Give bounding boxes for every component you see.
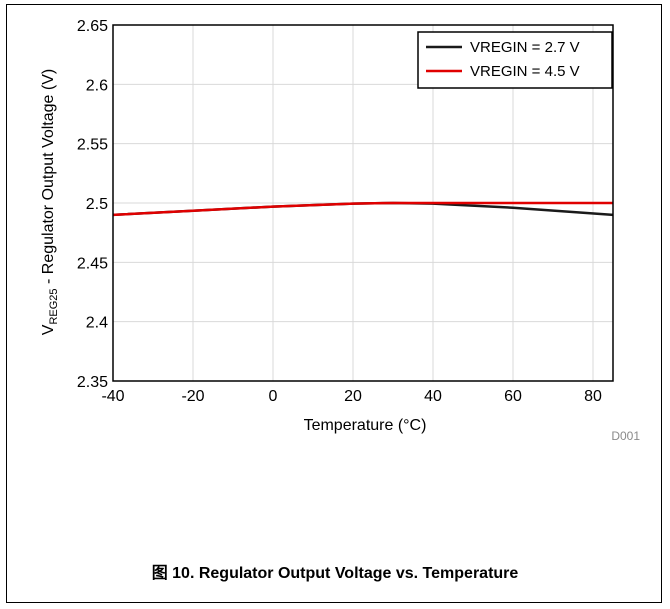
legend-label-vregin-4-5: VREGIN = 4.5 V bbox=[470, 63, 580, 80]
y-tick-label: 2.35 bbox=[77, 374, 108, 391]
y-tick-label: 2.65 bbox=[77, 18, 108, 35]
x-tick-label: 40 bbox=[424, 388, 442, 405]
x-tick-label: 20 bbox=[344, 388, 362, 405]
figure-code: D001 bbox=[611, 429, 640, 443]
figure-caption: 图 10. Regulator Output Voltage vs. Tempe… bbox=[151, 565, 519, 582]
legend-label-vregin-2-7: VREGIN = 2.7 V bbox=[470, 39, 580, 56]
y-tick-label: 2.45 bbox=[77, 255, 108, 272]
plot-area-border bbox=[112, 24, 614, 382]
y-axis-title-rest: - Regulator Output Voltage (V) bbox=[40, 69, 57, 289]
y-tick-label: 2.5 bbox=[86, 196, 108, 213]
x-axis-ticks: -40 -20 0 20 40 60 80 bbox=[101, 388, 602, 405]
x-tick-label: 60 bbox=[504, 388, 522, 405]
series-line-vregin-2-7 bbox=[112, 201, 614, 217]
legend-box bbox=[417, 31, 613, 89]
line-chart: -40 -20 0 20 40 60 80 2.35 2.4 2.45 2.5 2.55 2.6 2.6… bbox=[40, 18, 640, 443]
y-axis-title: VREG25 - Regulator Output Voltage (V) bbox=[40, 69, 60, 335]
x-tick-label: -20 bbox=[181, 388, 204, 405]
y-axis-title-subscript: REG25 bbox=[48, 288, 60, 324]
series-layer bbox=[112, 201, 614, 217]
y-tick-label: 2.55 bbox=[77, 137, 108, 154]
y-tick-label: 2.4 bbox=[86, 315, 108, 332]
figure-frame bbox=[6, 4, 662, 603]
x-tick-label: -40 bbox=[101, 388, 124, 405]
series-line-vregin-4-5 bbox=[112, 201, 613, 217]
x-axis-title: Temperature (°C) bbox=[304, 417, 427, 434]
y-tick-label: 2.6 bbox=[86, 77, 108, 94]
x-tick-label: 80 bbox=[584, 388, 602, 405]
legend: VREGIN = 2.7 V VREGIN = 4.5 V bbox=[417, 31, 613, 89]
x-tick-label: 0 bbox=[269, 388, 278, 405]
y-axis-ticks: 2.35 2.4 2.45 2.5 2.55 2.6 2.65 bbox=[77, 18, 108, 391]
y-axis-title-main: V bbox=[40, 324, 57, 335]
